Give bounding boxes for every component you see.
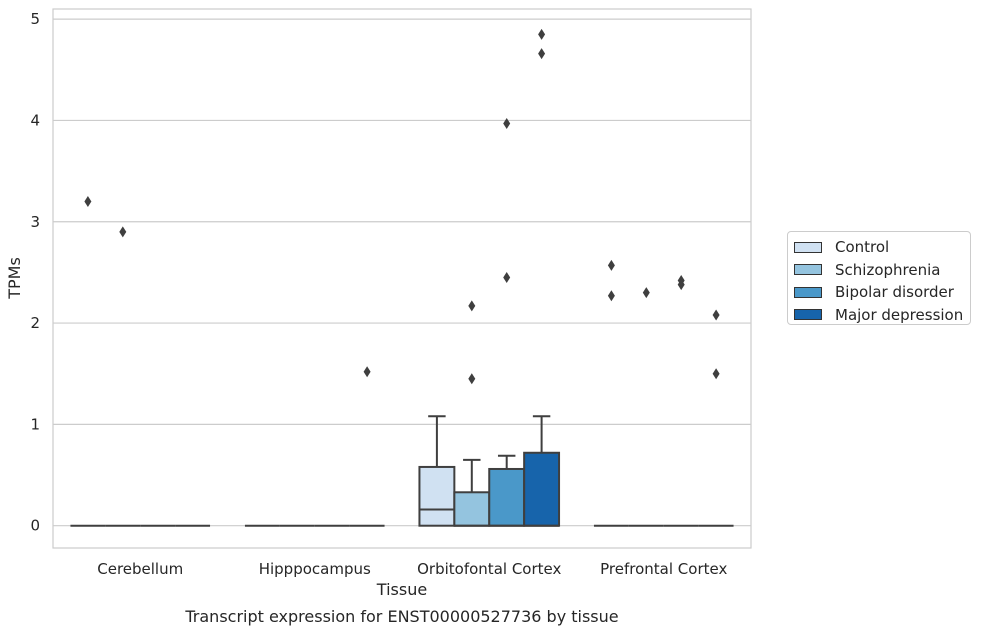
outlier-point (503, 117, 511, 129)
y-tick-label: 0 (30, 517, 40, 535)
x-tick-labels: Cerebellum Hipppocampus Orbitofontal Corte… (97, 560, 727, 578)
box-2-0 (418, 415, 456, 527)
legend-label: Control (835, 238, 890, 257)
box-1-3 (349, 366, 385, 527)
chart-title: Transcript expression for ENST0000052773… (184, 607, 618, 626)
outlier-point (468, 300, 476, 312)
box-plot-marks (70, 28, 734, 527)
legend-swatch (794, 264, 822, 276)
y-tick-label: 1 (30, 415, 40, 433)
box-body (488, 467, 526, 527)
y-tick-label: 3 (30, 213, 40, 231)
box-body (453, 491, 491, 527)
legend-swatch (794, 241, 822, 253)
legend-swatch (794, 309, 822, 321)
box-3-2 (663, 275, 699, 527)
outlier-point (538, 48, 546, 60)
gridlines (53, 18, 751, 527)
box-body (418, 465, 456, 527)
x-tick-label: Prefrontal Cortex (600, 560, 727, 578)
box-body (523, 451, 561, 527)
outlier-point (607, 259, 615, 271)
legend: Control Schizophrenia Bipolar disorder Majo… (787, 231, 971, 325)
plot-frame (52, 8, 752, 549)
y-tick-label: 2 (30, 314, 40, 332)
box-3-3 (698, 309, 734, 527)
outlier-point (84, 196, 92, 207)
legend-swatch (794, 286, 822, 298)
outlier-point (468, 373, 476, 385)
box-3-1 (628, 287, 664, 527)
box-0-1 (105, 226, 141, 527)
x-tick-label: Hipppocampus (259, 560, 371, 578)
x-axis-label: Tissue (376, 580, 427, 599)
box-3-0 (593, 259, 629, 527)
y-tick-labels: 0 1 2 3 4 5 (30, 10, 40, 535)
box-2-2 (488, 117, 526, 527)
outlier-point (119, 226, 127, 238)
outlier-point (503, 271, 511, 283)
y-tick-label: 4 (30, 111, 40, 129)
x-tick-label: Cerebellum (97, 560, 183, 578)
outlier-point (642, 287, 650, 299)
legend-item: Control (794, 236, 970, 259)
outlier-point (677, 275, 685, 287)
legend-label: Bipolar disorder (835, 283, 954, 302)
outlier-point (607, 290, 615, 302)
box-2-1 (453, 300, 491, 527)
outlier-point (363, 366, 371, 378)
legend-label: Schizophrenia (835, 260, 941, 279)
outlier-point (712, 368, 720, 380)
legend-item: Schizophrenia (794, 259, 970, 282)
y-tick-label: 5 (30, 10, 40, 28)
legend-item: Major depression (794, 304, 970, 327)
y-axis-label: TPMs (5, 257, 24, 300)
box-2-3 (523, 28, 561, 527)
legend-item: Bipolar disorder (794, 281, 970, 304)
x-tick-label: Orbitofontal Cortex (417, 560, 561, 578)
outlier-point (712, 309, 720, 321)
box-0-0 (70, 196, 106, 527)
legend-label: Major depression (835, 305, 964, 324)
outlier-point (538, 28, 546, 40)
